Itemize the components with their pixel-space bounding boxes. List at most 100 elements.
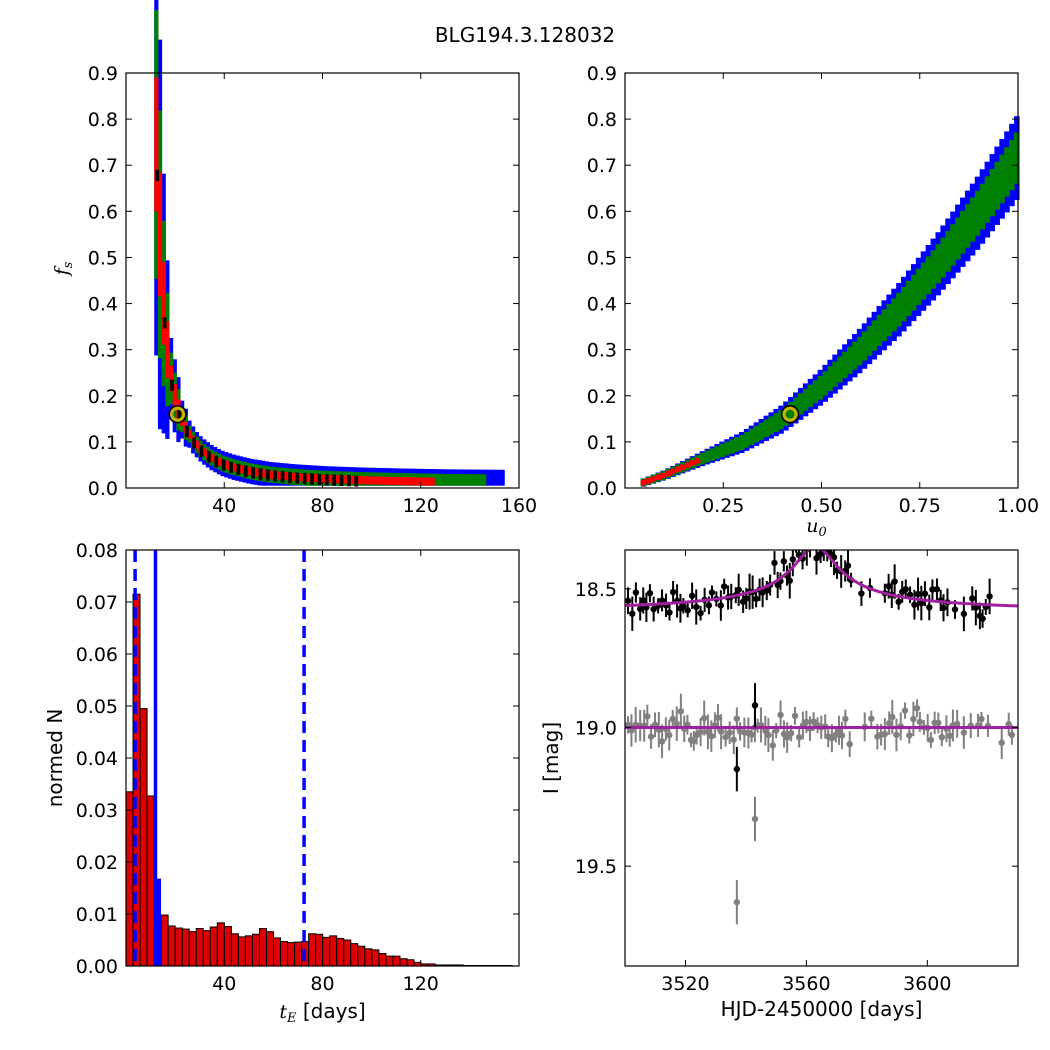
p1-ytick-label: 0.4: [88, 294, 118, 316]
histogram-bar: [280, 941, 289, 967]
p2-xtick-label: 0.75: [899, 495, 941, 517]
heatmap-cell-best: [243, 465, 248, 477]
heatmap-cell-c1: [390, 476, 395, 485]
heatmap-cell-c1: [209, 453, 214, 462]
heatmap-cell-c2: [456, 474, 461, 486]
heatmap-cell-c2: [817, 375, 824, 400]
data-point: [929, 586, 936, 593]
p1-ytick-label: 0.0: [88, 478, 118, 500]
heatmap-cell-c1: [397, 477, 402, 486]
heatmap-cell-c1: [283, 471, 288, 481]
p2-xlabel-sub: 0: [818, 525, 826, 540]
p2-ytick-label: 0.0: [587, 478, 617, 500]
data-point: [673, 720, 680, 727]
heatmap-cell-c2: [743, 432, 750, 448]
heatmap-cell-c2: [940, 237, 946, 278]
heatmap-cell-c2: [945, 230, 951, 272]
heatmap-cell-c2: [797, 393, 804, 415]
heatmap-cell-c1: [423, 477, 428, 486]
p3-xtick-label: 40: [212, 973, 236, 995]
data-point: [927, 736, 935, 744]
heatmap-cell-c2: [851, 341, 858, 370]
histogram-bar: [385, 955, 394, 967]
heatmap-cell-c2: [763, 419, 770, 438]
data-point: [926, 604, 933, 611]
data-point: [960, 610, 968, 618]
data-point: [881, 730, 889, 738]
heatmap-cell-c1: [320, 474, 325, 483]
p4-ytick-label: 19.5: [575, 856, 617, 878]
data-point: [895, 598, 902, 606]
data-point: [885, 583, 892, 590]
heatmap-cell-c2: [441, 473, 446, 486]
heatmap-cell-c1: [367, 476, 373, 485]
heatmap-cell-c2: [704, 450, 711, 463]
heatmap-cell-c1: [224, 460, 229, 469]
data-point: [777, 711, 784, 719]
data-point: [933, 586, 941, 593]
heatmap-cell-c2: [950, 224, 956, 266]
heatmap-cell-c2: [445, 473, 450, 486]
data-point: [722, 733, 729, 741]
heatmap-cell-c1: [680, 464, 686, 470]
heatmap-cell-c2: [920, 262, 927, 300]
data-point: [693, 603, 700, 611]
heatmap-cell-c2: [837, 356, 843, 383]
heatmap-cell-c2: [960, 210, 966, 254]
heatmap-cell-c1: [371, 476, 376, 485]
p1-ytick-label: 0.9: [88, 63, 118, 85]
data-point: [916, 718, 924, 725]
histogram-bar: [308, 933, 317, 967]
heatmap-cell-c1: [382, 476, 387, 485]
heatmap-cell-best: [324, 474, 329, 486]
heatmap-cell-c1: [415, 477, 421, 486]
heatmap-cell-c2: [738, 434, 745, 451]
data-point: [960, 729, 968, 736]
p4-xtick-label: 3600: [903, 973, 951, 995]
histogram-bar: [287, 942, 296, 967]
heatmap-cell-c3: [500, 469, 505, 486]
heatmap-cell-c3: [496, 469, 502, 486]
histogram-bar: [195, 928, 204, 967]
p3-xlabel-unit: [days]: [296, 999, 365, 1023]
heatmap-cell-c1: [290, 472, 295, 481]
heatmap-cell-c2: [847, 346, 853, 374]
data-point: [938, 733, 946, 741]
data-point: [910, 715, 917, 723]
heatmap-cell-best: [332, 474, 337, 486]
heatmap-cell-c2: [448, 473, 454, 486]
p1-ylabel-sub: s: [61, 261, 76, 268]
p1-xtick-label: 120: [403, 495, 439, 517]
heatmap-cell-c2: [714, 446, 720, 460]
heatmap-cell-c2: [812, 380, 819, 404]
data-point: [658, 597, 666, 604]
data-point: [730, 736, 737, 743]
heatmap-cell-best: [170, 379, 174, 391]
p4-xtick-label: 3520: [661, 973, 709, 995]
heatmap-cell-best: [192, 437, 197, 449]
heatmap-cell-c2: [974, 190, 981, 236]
heatmap-cell-best: [184, 425, 189, 437]
data-point: [700, 714, 708, 722]
histogram-bar: [244, 935, 253, 967]
axes-frame: [624, 72, 1019, 489]
histogram-bar: [174, 927, 183, 967]
p4-plot-area: [625, 550, 1018, 925]
p4-ylabel: I [mag]: [539, 722, 563, 794]
best-fit-marker: [780, 404, 800, 424]
p1-ylabel: fs: [51, 261, 76, 277]
heatmap-cell-best: [251, 467, 255, 479]
data-point: [911, 601, 918, 608]
heatmap-cell-c1: [404, 477, 409, 486]
heatmap-cell-c1: [684, 462, 691, 468]
data-point: [684, 607, 691, 614]
p3-ytick-label: 0.01: [76, 904, 118, 926]
heatmap-cell-best: [302, 472, 307, 485]
heatmap-cell-c2: [719, 443, 725, 458]
heatmap-cell-c1: [253, 468, 258, 477]
data-point: [763, 587, 770, 594]
heatmap-cell-c1: [378, 476, 384, 485]
heatmap-cell-c1: [675, 466, 681, 473]
heatmap-cell-c2: [832, 361, 838, 387]
data-point: [906, 732, 913, 739]
